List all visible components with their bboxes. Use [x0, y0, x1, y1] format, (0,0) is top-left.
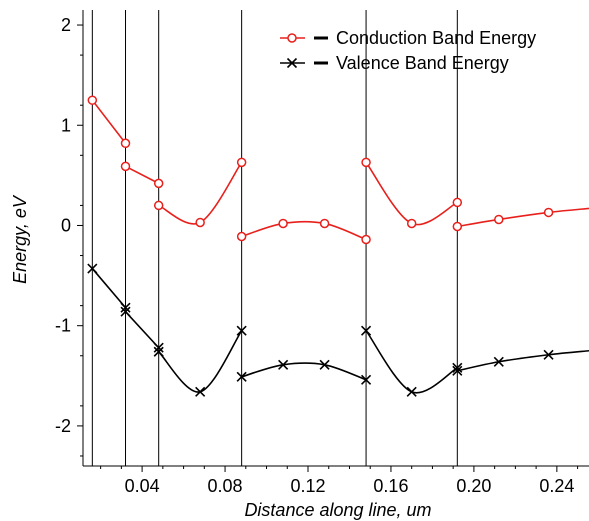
data-point-x	[452, 365, 463, 376]
data-point-x	[493, 356, 504, 367]
series-line-segment	[125, 165, 160, 185]
data-point-circle	[236, 231, 247, 242]
data-point-circle	[236, 157, 247, 168]
data-point-x	[120, 306, 131, 317]
data-point-x	[120, 302, 131, 313]
series-line-segment	[365, 161, 458, 226]
y-tick-label: 1	[61, 115, 71, 135]
data-point-circle	[361, 157, 371, 168]
legend-label: Valence Band Energy	[336, 53, 509, 73]
x-marker-stroke	[452, 365, 463, 376]
x-tick-label: 0.16	[373, 476, 408, 496]
y-axis-label: Energy, eV	[10, 194, 30, 284]
data-point-circle	[120, 138, 131, 149]
conduction-band-series	[87, 95, 589, 245]
x-marker-stroke	[153, 346, 164, 357]
x-tick-label: 0.24	[539, 476, 574, 496]
x-marker-stroke	[87, 263, 98, 274]
series-line-segment	[124, 311, 160, 349]
data-point-x	[319, 359, 330, 370]
x-marker-stroke	[406, 386, 417, 397]
x-marker-stroke	[236, 325, 247, 336]
data-point-circle	[361, 234, 371, 245]
tick-layer: 2 1 0 -1 -2 0.04 0.08 0.12 0.16 0.20 0.24	[55, 15, 579, 496]
series-line-segment	[457, 349, 589, 372]
series-line-segment	[241, 362, 367, 381]
data-point-x	[153, 342, 164, 353]
data-point-x	[195, 386, 206, 397]
legend-label: Conduction Band Energy	[336, 28, 536, 48]
data-point-circle	[287, 33, 297, 43]
series-line-segment	[91, 99, 127, 144]
x-marker-stroke	[319, 359, 330, 370]
x-marker-stroke	[493, 356, 504, 367]
series-line-segment	[158, 330, 243, 393]
data-point-x	[361, 325, 372, 336]
x-marker-stroke	[286, 57, 298, 69]
x-tick-label: 0.08	[208, 476, 243, 496]
data-point-x	[87, 263, 98, 274]
x-marker-stroke	[195, 386, 206, 397]
data-point-circle	[452, 221, 463, 232]
data-point-x	[406, 386, 417, 397]
data-point-circle	[494, 214, 504, 225]
x-marker-stroke	[153, 342, 164, 353]
x-tick-label: 0.12	[290, 476, 325, 496]
x-marker-stroke	[361, 374, 372, 385]
y-tick-label: -1	[55, 316, 71, 336]
data-point-circle	[87, 95, 98, 105]
x-marker-stroke	[278, 359, 289, 370]
series-line-segment	[91, 268, 127, 309]
data-point-circle	[406, 218, 417, 229]
legend-item: Valence Band Energy	[280, 53, 509, 73]
data-point-circle	[452, 197, 463, 208]
x-tick-label: 0.20	[456, 476, 491, 496]
data-point-circle	[278, 218, 288, 229]
data-point-circle	[153, 178, 164, 189]
series-line-segment	[158, 161, 243, 225]
x-tick-label: 0.04	[125, 476, 160, 496]
x-marker-stroke	[543, 349, 554, 360]
data-point-circle	[153, 200, 164, 211]
data-point-circle	[195, 217, 205, 228]
x-marker-stroke	[120, 306, 131, 317]
legend: Conduction Band Energy Valence Band Energ…	[280, 28, 536, 73]
data-point-circle	[120, 161, 131, 172]
legend-item: Conduction Band Energy	[280, 28, 536, 48]
data-point-x	[236, 371, 247, 382]
axes	[82, 10, 589, 467]
x-marker-stroke	[236, 371, 247, 382]
y-tick-label: 2	[61, 15, 71, 35]
x-marker-stroke	[120, 302, 131, 313]
series-line-segment	[365, 330, 458, 394]
series-layer	[87, 95, 589, 397]
data-point-x	[286, 57, 298, 69]
vertical-region-lines	[91, 10, 458, 466]
data-point-x	[452, 362, 463, 373]
y-tick-label: -2	[55, 416, 71, 436]
data-point-circle	[319, 218, 330, 229]
x-axis-label: Distance along line, um	[244, 500, 431, 520]
data-point-x	[236, 325, 247, 336]
x-marker-stroke	[361, 325, 372, 336]
data-point-circle	[543, 207, 554, 218]
data-point-x	[361, 374, 372, 385]
series-line-segment	[457, 207, 589, 228]
data-point-x	[153, 346, 164, 357]
y-tick-label: 0	[61, 215, 71, 235]
valence-band-series	[87, 263, 589, 397]
series-line-segment	[241, 220, 367, 241]
data-point-x	[278, 359, 289, 370]
x-marker-stroke	[452, 362, 463, 373]
data-point-x	[543, 349, 554, 360]
